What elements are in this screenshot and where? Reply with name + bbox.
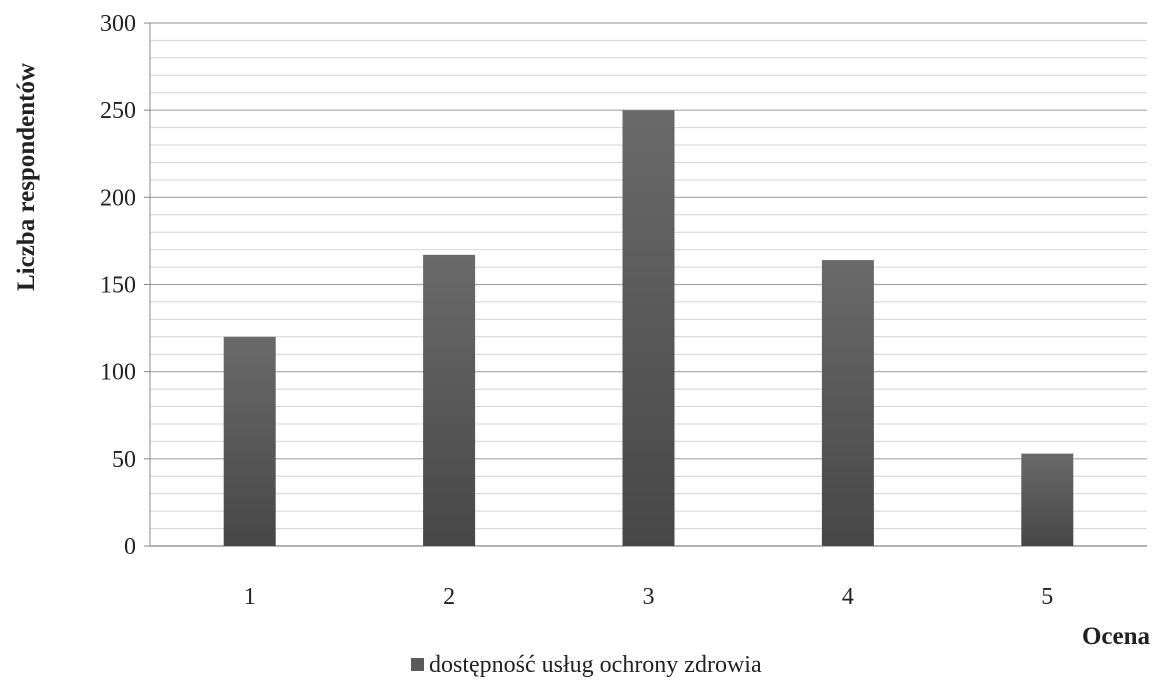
y-tick-label: 300 bbox=[100, 11, 136, 37]
bar-1 bbox=[223, 336, 276, 546]
y-tick-label: 250 bbox=[100, 98, 136, 124]
x-tick-label: 4 bbox=[842, 584, 854, 610]
x-tick-label: 3 bbox=[643, 584, 655, 610]
bar-3 bbox=[622, 110, 675, 547]
bars bbox=[223, 110, 1074, 547]
x-tick-label: 1 bbox=[244, 584, 256, 610]
x-tick-label: 5 bbox=[1041, 584, 1053, 610]
y-tick-label: 50 bbox=[112, 447, 136, 473]
legend: dostępność usług ochrony zdrowia bbox=[411, 652, 762, 678]
bar-2 bbox=[423, 254, 476, 546]
legend-swatch bbox=[411, 658, 424, 671]
y-axis-title: Liczba respondentów bbox=[13, 63, 40, 291]
legend-label: dostępność usług ochrony zdrowia bbox=[429, 652, 762, 678]
y-tick-label: 0 bbox=[124, 534, 136, 560]
y-tick-labels: 0 50 100 150 200 250 300 bbox=[100, 11, 136, 560]
bar-4 bbox=[821, 260, 874, 546]
y-tick-label: 100 bbox=[100, 360, 136, 386]
x-tick-label: 2 bbox=[443, 584, 455, 610]
bar-5 bbox=[1021, 453, 1074, 546]
x-tick-labels: 1 2 3 4 5 bbox=[244, 584, 1054, 610]
y-tick-label: 200 bbox=[100, 185, 136, 211]
x-axis-title: Ocena bbox=[1082, 623, 1151, 650]
y-tick-label: 150 bbox=[100, 273, 136, 299]
